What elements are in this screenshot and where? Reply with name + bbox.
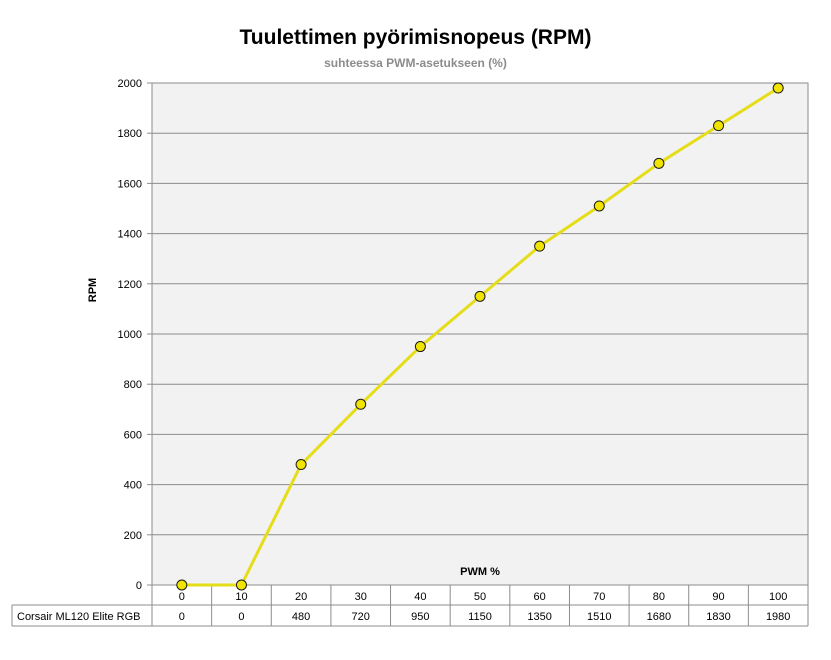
y-tick-label: 1800 — [118, 128, 142, 140]
data-point — [235, 579, 247, 591]
y-tick-label: 1600 — [118, 178, 142, 190]
data-point — [176, 579, 188, 591]
table-cell-value: 1980 — [766, 611, 790, 623]
y-tick-label: 800 — [124, 379, 142, 391]
data-point — [355, 398, 367, 410]
y-tick-label: 600 — [124, 429, 142, 441]
y-axis-title: RPM — [87, 278, 99, 302]
legend-series-name: Corsair ML120 Elite RGB — [17, 611, 141, 623]
x-tick-label: 30 — [355, 591, 367, 603]
data-point — [593, 200, 605, 212]
chart-title: Tuulettimen pyörimisnopeus (RPM) — [239, 26, 592, 49]
x-tick-label: 50 — [474, 591, 486, 603]
x-tick-label: 20 — [295, 591, 307, 603]
table-cell-value: 1510 — [587, 611, 611, 623]
x-tick-label: 70 — [593, 591, 605, 603]
data-point — [474, 290, 486, 302]
table-cell-value: 1830 — [706, 611, 730, 623]
x-tick-label: 10 — [235, 591, 247, 603]
x-tick-label: 80 — [653, 591, 665, 603]
data-point — [534, 240, 546, 252]
chart-subtitle: suhteessa PWM-asetukseen (%) — [324, 56, 507, 70]
data-point — [295, 459, 307, 471]
data-point — [653, 157, 665, 169]
y-tick-label: 1400 — [118, 229, 142, 241]
table-cell-value: 1350 — [527, 611, 551, 623]
x-tick-label: 40 — [414, 591, 426, 603]
table-cell-value: 480 — [292, 611, 310, 623]
x-tick-label: 60 — [534, 591, 546, 603]
table-cell-value: 0 — [238, 611, 244, 623]
data-point — [713, 120, 725, 132]
x-tick-label: 90 — [712, 591, 724, 603]
data-point — [414, 341, 426, 353]
table-cell-value: 950 — [411, 611, 429, 623]
y-tick-label: 400 — [124, 480, 142, 492]
table-cell-value: 0 — [179, 611, 185, 623]
x-tick-label: 0 — [179, 591, 185, 603]
data-point — [772, 82, 784, 94]
x-tick-label: 100 — [769, 591, 787, 603]
x-axis-title: PWM % — [460, 566, 500, 578]
table-cell-value: 1150 — [468, 611, 492, 623]
y-tick-label: 2000 — [118, 78, 142, 90]
y-tick-label: 0 — [136, 580, 142, 592]
y-tick-label: 1200 — [118, 279, 142, 291]
y-tick-label: 200 — [124, 530, 142, 542]
table-cell-value: 720 — [352, 611, 370, 623]
y-tick-label: 1000 — [118, 329, 142, 341]
table-cell-value: 1680 — [647, 611, 671, 623]
